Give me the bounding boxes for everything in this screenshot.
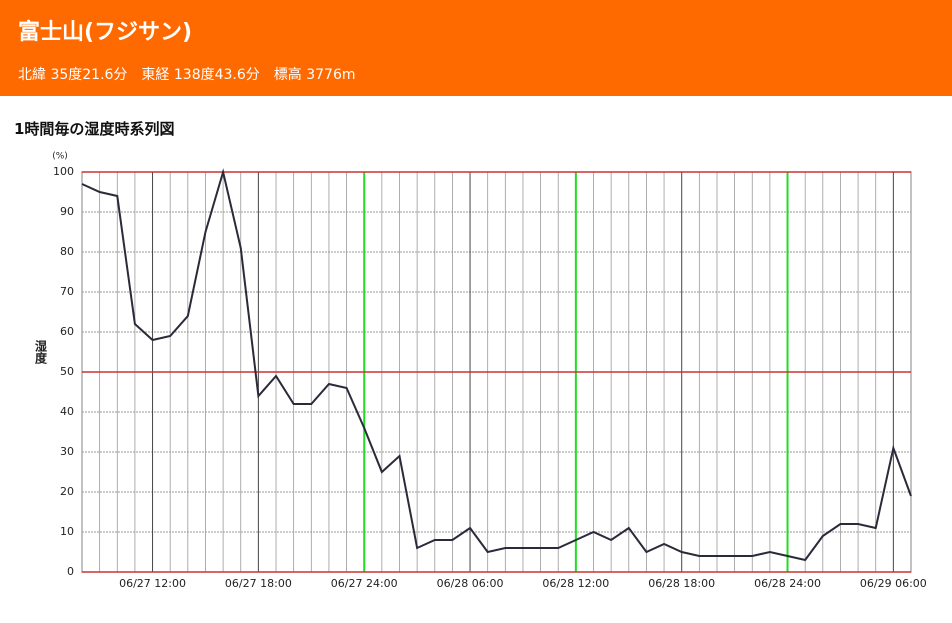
chart-title: 1時間毎の湿度時系列図 — [14, 120, 175, 138]
y-tick-label: 10 — [60, 525, 74, 538]
x-tick-label: 06/28 12:00 — [542, 577, 609, 590]
y-axis-label: 湿度 — [34, 339, 48, 365]
x-tick-label: 06/28 24:00 — [754, 577, 821, 590]
location: 北緯 35度21.6分 東経 138度43.6分 標高 3776m — [18, 67, 356, 83]
page-title: 富士山(フジサン) — [18, 20, 193, 45]
y-tick-label: 90 — [60, 205, 74, 218]
y-tick-label: 100 — [53, 165, 74, 178]
x-tick-label: 06/27 24:00 — [331, 577, 398, 590]
x-tick-label: 06/28 18:00 — [648, 577, 715, 590]
y-tick-label: 0 — [67, 565, 74, 578]
humidity-line — [81, 168, 912, 562]
y-tick-label: 70 — [60, 285, 74, 298]
x-tick-label: 06/28 06:00 — [437, 577, 504, 590]
y-tick-label: 80 — [60, 245, 74, 258]
y-tick-label: 40 — [60, 405, 74, 418]
x-tick-label: 06/27 12:00 — [119, 577, 186, 590]
y-tick-label: 60 — [60, 325, 74, 338]
y-tick-label: 20 — [60, 485, 74, 498]
y-tick-label: 30 — [60, 445, 74, 458]
header: 富士山(フジサン) 北緯 35度21.6分 東経 138度43.6分 標高 37… — [0, 0, 952, 96]
x-tick-label: 06/27 18:00 — [225, 577, 292, 590]
chart: 0 10 20 30 40 50 60 70 80 90 100 06/27 12:00 06/27 1… — [34, 152, 927, 591]
y-tick-label: 50 — [60, 365, 74, 378]
y-unit: (%) — [52, 152, 68, 162]
x-tick-label: 06/29 06:00 — [860, 577, 927, 590]
